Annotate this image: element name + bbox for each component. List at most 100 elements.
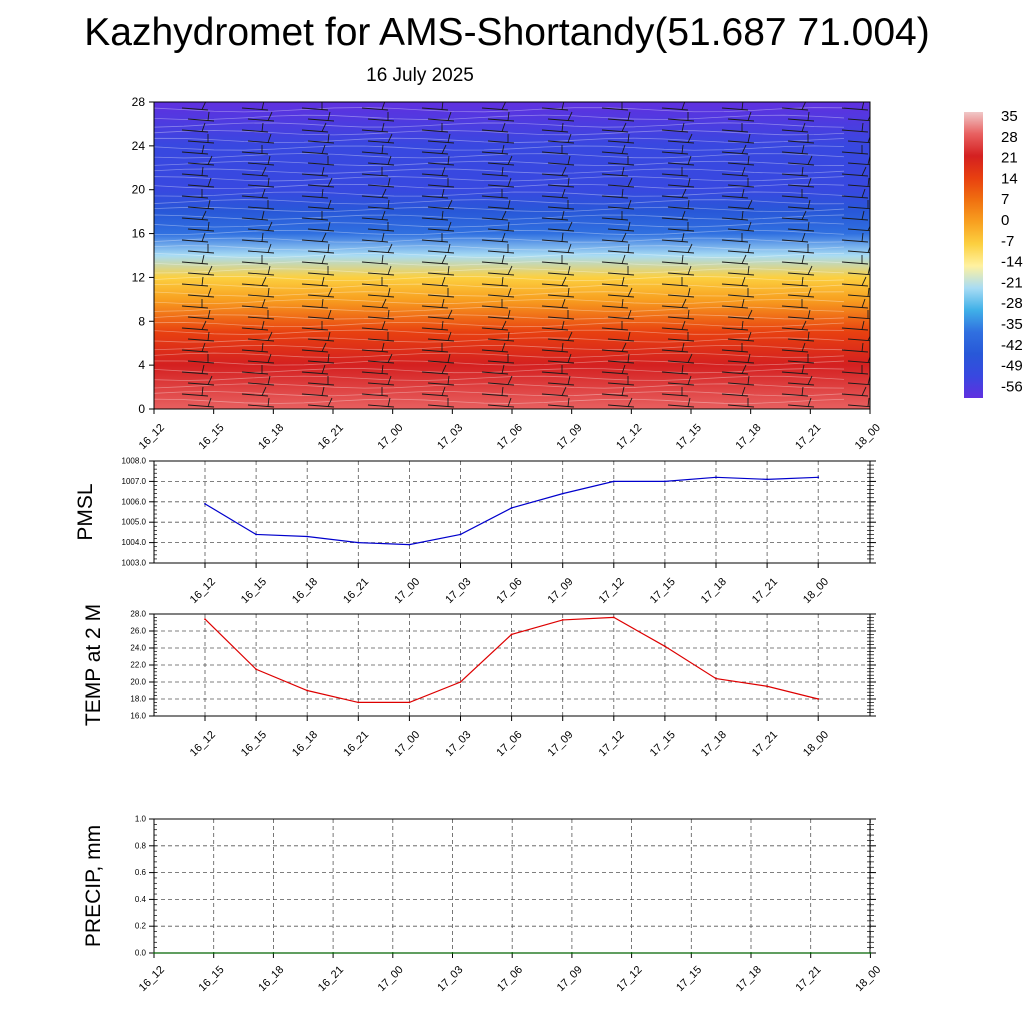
x-tick-label: 17_12 bbox=[597, 729, 627, 759]
wind-barb bbox=[187, 244, 215, 254]
chart-title: Kazhydromet for AMS-Shortandy(51.687 71.… bbox=[84, 11, 930, 54]
data-point bbox=[715, 476, 717, 479]
wind-barb bbox=[727, 353, 755, 364]
contour-line bbox=[154, 145, 845, 151]
wind-barb bbox=[187, 221, 215, 232]
wind-barb bbox=[427, 155, 455, 166]
wind-barb bbox=[727, 133, 755, 144]
wind-barb bbox=[547, 310, 575, 320]
x-tick-label: 17_06 bbox=[494, 576, 524, 606]
y-tick-label: 20 bbox=[132, 183, 146, 197]
colorbar-label: 0 bbox=[1001, 212, 1009, 229]
wind-barb bbox=[727, 375, 755, 386]
wind-barb bbox=[787, 354, 815, 364]
x-tick-label: 16_12 bbox=[188, 576, 218, 606]
wind-barb bbox=[667, 287, 695, 298]
wind-barb bbox=[481, 210, 509, 221]
wind-barb bbox=[781, 189, 809, 199]
y-tick-label: 26.0 bbox=[130, 627, 146, 636]
x-tick-label: 16_18 bbox=[256, 964, 286, 994]
wind-barb bbox=[421, 364, 449, 375]
wind-barb bbox=[547, 265, 575, 276]
wind-barb bbox=[247, 155, 275, 166]
y-tick-label: 1005.0 bbox=[122, 518, 147, 527]
wind-barb bbox=[721, 364, 749, 375]
wind-barb bbox=[661, 254, 689, 265]
contour-line bbox=[154, 321, 845, 328]
wind-barb bbox=[727, 111, 755, 122]
wind-barb bbox=[181, 254, 209, 265]
y-tick-label: 0 bbox=[138, 402, 145, 416]
wind-barb bbox=[301, 298, 329, 309]
y-tick-label: 8 bbox=[138, 314, 145, 328]
y-tick-label: 16 bbox=[132, 227, 146, 241]
data-point bbox=[612, 480, 615, 483]
wind-barb bbox=[727, 398, 755, 408]
wind-barb bbox=[427, 133, 455, 144]
wind-barb bbox=[301, 276, 329, 287]
wind-barb bbox=[667, 222, 695, 232]
contour-line bbox=[154, 314, 845, 320]
wind-barb bbox=[787, 111, 815, 122]
wind-barb bbox=[607, 243, 635, 254]
wind-barb bbox=[187, 397, 215, 408]
wind-barb bbox=[661, 320, 689, 331]
x-tick-label: 17_09 bbox=[546, 576, 576, 606]
wind-barb bbox=[427, 111, 455, 122]
wind-barb bbox=[187, 354, 215, 364]
wind-barb bbox=[307, 397, 335, 408]
wind-barb bbox=[247, 177, 275, 188]
wind-barb bbox=[667, 177, 695, 188]
wind-barb bbox=[601, 166, 629, 177]
wind-barb bbox=[667, 332, 695, 342]
wind-barb bbox=[781, 254, 809, 265]
wind-barb bbox=[241, 166, 269, 177]
x-tick-label: 17_12 bbox=[614, 964, 644, 994]
contour-line bbox=[154, 183, 845, 190]
data-point bbox=[357, 701, 360, 704]
colorbar-label: -7 bbox=[1001, 233, 1014, 250]
x-tick-label: 17_06 bbox=[495, 422, 525, 452]
x-tick-label: 17_21 bbox=[750, 729, 780, 759]
wind-barb bbox=[187, 331, 215, 342]
x-tick-label: 17_06 bbox=[495, 964, 525, 994]
wind-barb bbox=[487, 397, 515, 408]
x-tick-label: 17_00 bbox=[392, 576, 422, 606]
precip-panel: 0.0 0.2 0.4 0.6 0.8 1.0 16_12 16_15 16_18 16_21 17… bbox=[82, 815, 883, 994]
wind-barb bbox=[787, 375, 815, 386]
data-point bbox=[664, 645, 666, 648]
wind-barb bbox=[787, 265, 815, 276]
wind-barb bbox=[187, 111, 215, 122]
wind-barb bbox=[367, 309, 395, 320]
wind-barb bbox=[721, 386, 749, 397]
wind-barb bbox=[601, 321, 629, 331]
wind-barb bbox=[301, 342, 329, 353]
wind-barb bbox=[421, 166, 449, 177]
y-tick-label: 1003.0 bbox=[122, 559, 147, 568]
wind-barb bbox=[547, 155, 575, 166]
colorbar-label: 7 bbox=[1001, 191, 1009, 208]
wind-barb bbox=[661, 210, 689, 221]
wind-barb bbox=[721, 320, 749, 331]
wind-barb bbox=[727, 221, 755, 232]
data-point bbox=[766, 478, 768, 481]
wind-barb bbox=[427, 288, 455, 298]
colorbar-label: -35 bbox=[1001, 316, 1023, 333]
y-tick-label: 1006.0 bbox=[122, 497, 147, 506]
wind-barb bbox=[367, 287, 395, 298]
wind-barb bbox=[361, 254, 389, 265]
data-point bbox=[817, 698, 820, 700]
wind-barb bbox=[247, 375, 275, 386]
wind-barb bbox=[607, 331, 635, 342]
y-tick-label: 0.0 bbox=[135, 949, 147, 958]
wind-barb bbox=[301, 211, 329, 221]
wind-barb bbox=[541, 255, 569, 265]
x-tick-label: 17_21 bbox=[793, 422, 823, 452]
wind-barb bbox=[667, 309, 695, 320]
y-tick-label: 24 bbox=[132, 139, 146, 153]
contour-line bbox=[154, 130, 845, 136]
x-tick-label: 16_15 bbox=[196, 422, 226, 452]
wind-barb bbox=[241, 188, 269, 199]
data-point bbox=[766, 685, 768, 688]
wind-barb bbox=[361, 320, 389, 331]
